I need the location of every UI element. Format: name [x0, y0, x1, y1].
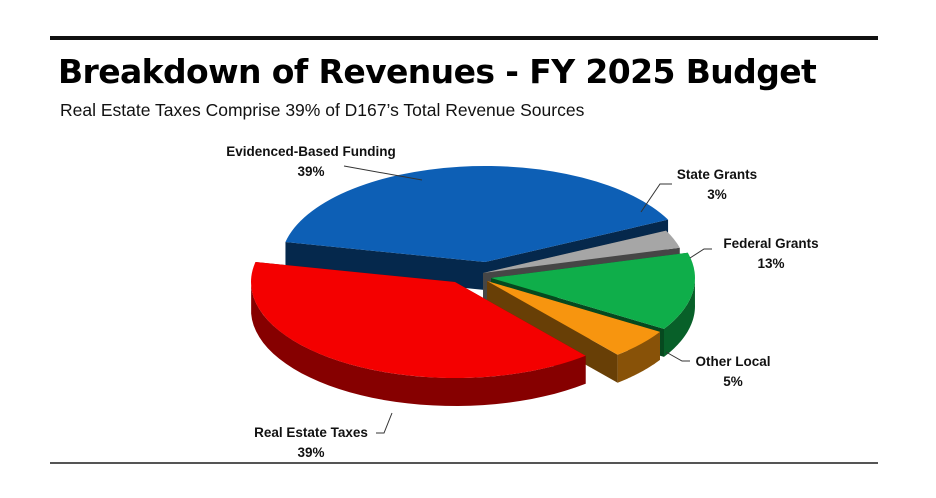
- leader-line-state-grants: [640, 183, 672, 213]
- page-subtitle: Real Estate Taxes Comprise 39% of D167’s…: [60, 100, 585, 120]
- leader-line-other-local: [665, 351, 690, 362]
- pie-slice-real-estate-taxes: [250, 262, 586, 379]
- pie-slice-state-grants: [483, 230, 680, 273]
- slice-label-value: 3%: [707, 187, 727, 202]
- slice-label-name: Other Local: [695, 354, 770, 369]
- pie-slice-side: [251, 285, 586, 406]
- slice-label-name: Real Estate Taxes: [254, 425, 368, 440]
- slice-label-evidenced-based-funding: Evidenced-Based Funding 39%: [226, 144, 396, 179]
- pie-slice-side: [664, 276, 695, 357]
- top-rule: [50, 36, 878, 40]
- leader-line-federal-grants: [689, 248, 712, 259]
- leader-line-real-estate-taxes: [376, 412, 393, 434]
- slice-label-value: 5%: [723, 374, 743, 389]
- pie-slice-side: [617, 331, 661, 383]
- slice-label-real-estate-taxes: Real Estate Taxes 39%: [254, 425, 368, 460]
- slice-label-name: Federal Grants: [723, 236, 818, 251]
- slice-label-name: State Grants: [677, 167, 757, 182]
- slice-label-value: 13%: [757, 256, 784, 271]
- leader-line-evidenced-based-funding: [343, 165, 423, 181]
- pie-slice-federal-grants: [491, 252, 695, 329]
- page-title: Breakdown of Revenues - FY 2025 Budget: [58, 52, 817, 91]
- pie-slices: [250, 166, 695, 406]
- pie-slice-evidenced-based-funding: [285, 166, 669, 262]
- pie-slice-wall: [285, 242, 485, 290]
- slice-label-state-grants: State Grants 3%: [677, 167, 757, 202]
- slice-label-other-local: Other Local 5%: [695, 354, 770, 389]
- slice-label-value: 39%: [297, 445, 324, 460]
- slice-label-federal-grants: Federal Grants 13%: [723, 236, 818, 271]
- slice-label-name: Evidenced-Based Funding: [226, 144, 396, 159]
- slice-label-value: 39%: [297, 164, 324, 179]
- pie-slice-other-local: [487, 281, 661, 355]
- bottom-rule: [50, 462, 878, 464]
